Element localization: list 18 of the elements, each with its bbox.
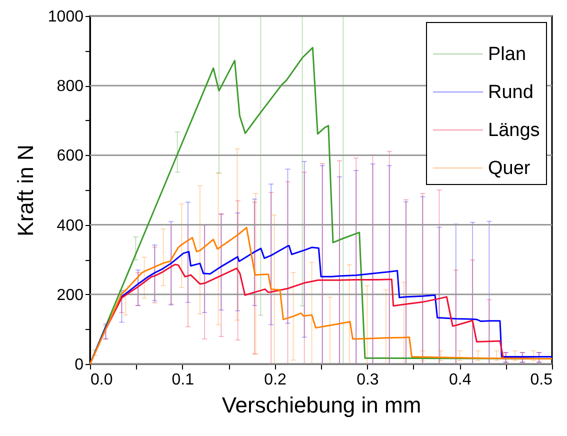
x-tick-label: 0.2 (264, 372, 287, 388)
x-tick-label: 0.3 (356, 372, 379, 388)
legend-label: Rund (488, 82, 534, 103)
x-tick-label: 0.0 (90, 372, 113, 388)
legend-label: Längs (488, 120, 540, 141)
y-tick-label: 1000 (48, 8, 84, 26)
y-axis-title: Kraft in N (12, 144, 38, 236)
x-tick-label: 0.5 (530, 372, 553, 388)
x-tick-label: 0.4 (448, 372, 472, 388)
x-axis-title: Verschiebung in mm (222, 392, 422, 418)
y-tick-label: 400 (56, 217, 84, 234)
y-tick-label: 800 (56, 78, 84, 96)
y-tick-label: 200 (56, 286, 84, 304)
y-tick-label: 0 (74, 356, 84, 374)
x-tick-label: 0.1 (172, 372, 194, 388)
y-tick-label: 600 (56, 148, 84, 165)
legend-label: Plan (488, 44, 526, 65)
legend-label: Quer (488, 158, 531, 179)
